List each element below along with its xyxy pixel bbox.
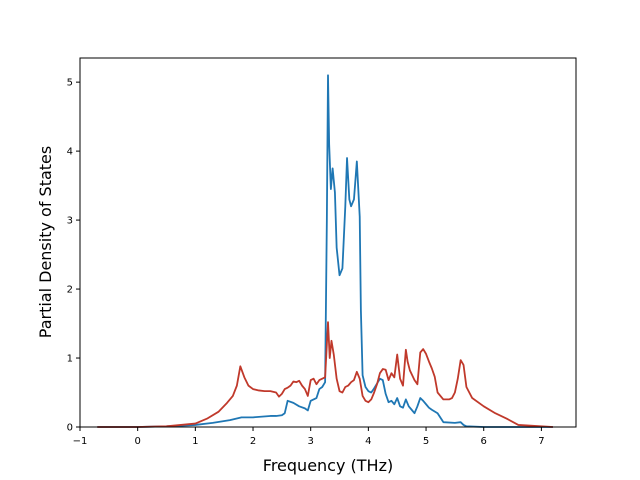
plot-frame (79, 57, 577, 428)
x-tick-label: 7 (538, 436, 544, 447)
y-tick-label: 2 (67, 285, 73, 296)
y-axis-ticks: 0 1 2 3 4 5 (67, 78, 80, 434)
x-tick-label: 4 (365, 436, 371, 447)
y-tick-label: 3 (67, 216, 73, 227)
series-line-1 (97, 74, 553, 428)
y-tick-label: 4 (67, 147, 73, 158)
x-tick-label: 6 (481, 436, 487, 447)
x-axis-ticks: −1 0 1 2 3 4 5 6 7 (73, 427, 545, 447)
x-axis-label: Frequency (THz) (263, 456, 393, 475)
x-tick-label: 5 (423, 436, 429, 447)
x-tick-label: 3 (308, 436, 314, 447)
x-tick-label: −1 (73, 436, 88, 447)
x-tick-label: 0 (134, 436, 140, 447)
y-tick-label: 0 (67, 423, 73, 434)
series-layer (97, 74, 553, 428)
x-tick-label: 1 (192, 436, 198, 447)
series-line-2 (97, 321, 553, 428)
y-tick-label: 5 (67, 78, 73, 89)
x-tick-label: 2 (250, 436, 256, 447)
y-axis-label: Partial Density of States (36, 146, 55, 338)
y-tick-label: 1 (67, 354, 73, 365)
